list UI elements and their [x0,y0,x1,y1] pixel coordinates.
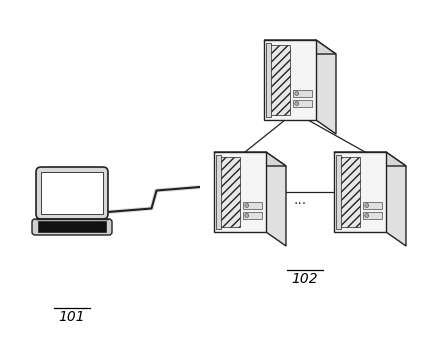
Polygon shape [386,152,406,246]
Polygon shape [266,43,271,117]
Polygon shape [220,157,240,227]
Polygon shape [266,152,286,246]
Text: ...: ... [293,193,307,207]
Polygon shape [264,40,336,54]
Circle shape [245,204,249,207]
Polygon shape [340,157,360,227]
Bar [293,90,312,97]
Polygon shape [336,155,341,229]
Text: 101: 101 [58,310,85,324]
Circle shape [365,214,369,218]
Polygon shape [214,152,266,232]
Polygon shape [264,40,316,120]
Bar [363,212,382,219]
Polygon shape [214,152,286,166]
FancyBboxPatch shape [36,167,108,219]
Bar [243,202,262,209]
Polygon shape [334,152,386,232]
FancyBboxPatch shape [32,219,112,235]
Polygon shape [316,40,336,134]
Bar [41,172,103,214]
Circle shape [295,102,299,105]
Circle shape [245,214,249,218]
Polygon shape [270,45,290,115]
Bar [243,212,262,219]
Circle shape [295,91,299,96]
Circle shape [365,204,369,207]
Text: 102: 102 [292,272,318,286]
Bar [363,202,382,209]
Polygon shape [216,155,221,229]
Polygon shape [334,152,406,166]
Bar [38,221,106,232]
Bar [293,100,312,107]
